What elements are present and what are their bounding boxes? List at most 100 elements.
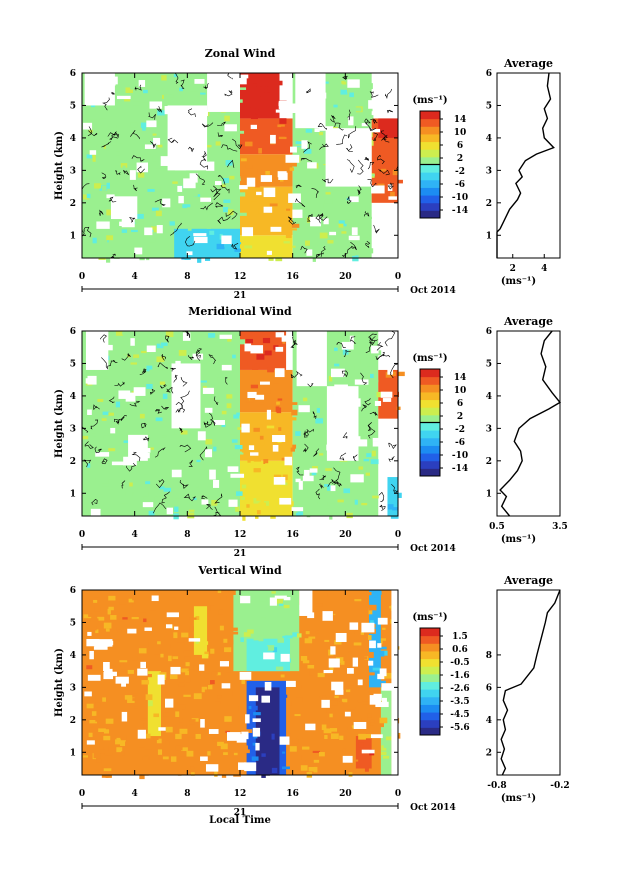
heatmap-speckle xyxy=(334,363,340,367)
heatmap-speckle xyxy=(153,737,159,740)
data-gap xyxy=(87,375,97,385)
heatmap-speckle xyxy=(324,492,328,499)
heatmap-speckle xyxy=(137,488,146,491)
contour-line xyxy=(203,83,209,89)
heatmap-speckle xyxy=(240,158,247,162)
contour-line xyxy=(375,351,385,361)
colorbar-swatch xyxy=(420,468,440,477)
colorbar-swatch xyxy=(420,635,440,644)
y-tick-label: 5 xyxy=(70,359,76,369)
heatmap-speckle xyxy=(364,216,372,220)
heatmap-speckle xyxy=(260,646,269,651)
heatmap-speckle xyxy=(335,469,340,473)
heatmap-speckle xyxy=(311,461,320,466)
heatmap-speckle xyxy=(310,134,317,141)
heatmap-speckle xyxy=(104,752,113,756)
heatmap-speckle xyxy=(338,220,347,227)
data-gap xyxy=(279,497,292,505)
heatmap-speckle xyxy=(245,729,253,733)
data-gap xyxy=(248,695,259,702)
heatmap-speckle xyxy=(139,413,145,419)
heatmap-speckle xyxy=(169,680,178,685)
heatmap-speckle xyxy=(162,756,169,760)
data-gap xyxy=(388,196,397,200)
heatmap-speckle xyxy=(178,349,187,356)
heatmap-speckle xyxy=(144,674,152,678)
data-gap xyxy=(200,719,205,728)
data-gap xyxy=(274,368,285,378)
heatmap-speckle xyxy=(294,714,301,717)
y-tick-label: 2 xyxy=(70,457,76,467)
heatmap-speckle xyxy=(103,729,110,734)
x-tick-label: 20 xyxy=(339,272,352,282)
contour-line xyxy=(317,122,327,130)
contour-line xyxy=(133,184,138,192)
profile-x-tick-label: -0.2 xyxy=(550,781,569,791)
heatmap-speckle xyxy=(141,491,149,497)
heatmap-speckle xyxy=(155,417,163,422)
profile-title: Average xyxy=(503,315,553,328)
heatmap-speckle xyxy=(384,389,392,394)
contour-line xyxy=(303,141,312,153)
data-gap xyxy=(115,676,129,684)
contour-line xyxy=(363,211,370,217)
data-gap xyxy=(353,439,368,447)
heatmap-speckle xyxy=(211,671,218,675)
data-gap xyxy=(371,185,385,194)
data-gap xyxy=(283,596,291,601)
data-gap xyxy=(106,344,113,351)
heatmap-speckle xyxy=(132,657,138,661)
data-gap xyxy=(205,449,213,458)
heatmap-speckle xyxy=(138,743,145,748)
heatmap-speckle xyxy=(220,596,227,600)
data-gap xyxy=(290,146,297,153)
heatmap-speckle xyxy=(110,387,114,391)
heatmap-speckle xyxy=(300,765,308,771)
heatmap-speckle xyxy=(358,733,366,740)
heatmap-speckle xyxy=(201,654,209,659)
heatmap-speckle xyxy=(367,672,375,676)
heatmap-speckle xyxy=(193,693,202,700)
heatmap-speckle xyxy=(170,756,177,762)
data-gap xyxy=(86,638,100,647)
contour-line xyxy=(205,503,213,510)
data-gap xyxy=(370,734,383,739)
heatmap-speckle xyxy=(184,590,189,595)
heatmap-speckle xyxy=(87,476,96,480)
data-gap xyxy=(380,341,389,348)
data-gap xyxy=(200,756,208,761)
heatmap-speckle xyxy=(276,407,282,414)
heatmap-speckle xyxy=(210,680,215,685)
heatmap-speckle xyxy=(225,378,230,381)
heatmap-speckle xyxy=(344,668,349,674)
data-gap xyxy=(281,335,293,342)
heatmap-speckle xyxy=(289,746,297,752)
heatmap-speckle xyxy=(305,705,312,708)
heatmap-speckle xyxy=(346,512,353,519)
heatmap-speckle xyxy=(172,337,181,342)
contour-line xyxy=(321,178,334,184)
heatmap-speckle xyxy=(136,653,144,657)
y-tick-label: 1 xyxy=(70,231,76,241)
heatmap-speckle xyxy=(324,81,329,84)
heatmap-speckle xyxy=(370,719,375,725)
y-axis-label: Height (km) xyxy=(54,389,65,458)
data-gap xyxy=(178,195,184,204)
contour-line xyxy=(102,97,110,111)
data-gap xyxy=(255,742,260,751)
heatmap-speckle xyxy=(261,773,266,778)
heatmap-speckle xyxy=(86,154,93,159)
heatmap-speckle xyxy=(188,509,195,512)
heatmap-speckle xyxy=(379,717,388,724)
data-gap xyxy=(341,341,354,350)
heatmap-speckle xyxy=(139,773,145,780)
data-gap xyxy=(329,129,344,136)
heatmap-speckle xyxy=(192,453,200,458)
heatmap-speckle xyxy=(237,742,242,747)
heatmap-speckle xyxy=(310,498,318,505)
data-gap xyxy=(320,92,327,99)
data-gap xyxy=(172,382,181,391)
heatmap-speckle xyxy=(371,379,379,383)
heatmap-speckle xyxy=(90,618,99,623)
heatmap-speckle xyxy=(139,254,145,261)
